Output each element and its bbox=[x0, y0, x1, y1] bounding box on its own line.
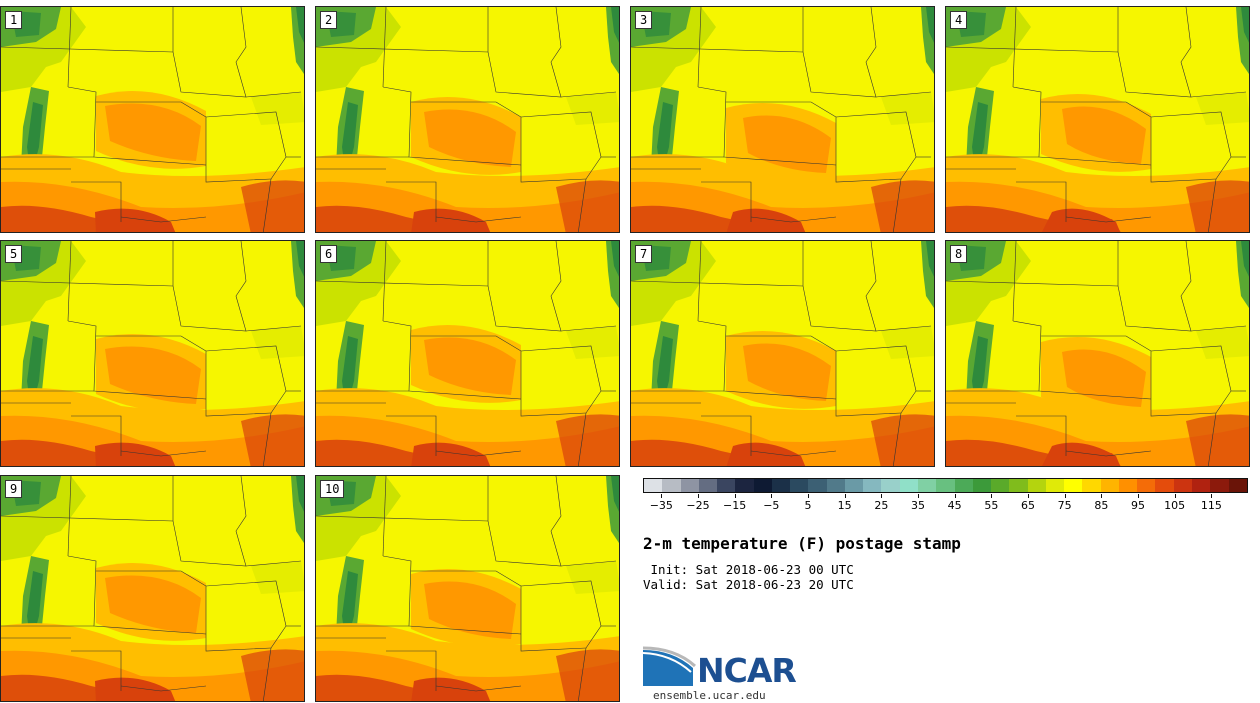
colorbar-tick-label: 75 bbox=[1057, 499, 1072, 512]
member-number-label: 2 bbox=[320, 11, 338, 29]
colorbar-tick bbox=[1028, 494, 1029, 498]
colorbar-tick-label: −35 bbox=[649, 499, 673, 512]
colorbar-tick bbox=[991, 494, 993, 498]
ensemble-member-map: 1 bbox=[0, 6, 305, 233]
colorbar-swatch bbox=[680, 479, 699, 492]
colorbar-swatch bbox=[917, 479, 937, 492]
colorbar-tick bbox=[661, 494, 663, 498]
colorbar-tick-label: 65 bbox=[1021, 499, 1035, 512]
colorbar-swatch bbox=[1228, 479, 1247, 492]
member-number-label: 1 bbox=[5, 11, 23, 29]
colorbar-swatch bbox=[735, 479, 754, 492]
colorbar-swatch bbox=[808, 479, 827, 492]
colorbar-swatch bbox=[1155, 479, 1174, 492]
ncar-logo-text: NCAR bbox=[697, 651, 797, 690]
colorbar-swatch bbox=[1118, 479, 1138, 492]
member-number-label: 3 bbox=[635, 11, 653, 29]
website-link[interactable]: ensemble.ucar.edu bbox=[653, 689, 766, 702]
colorbar-tick-label: 55 bbox=[984, 499, 999, 512]
colorbar-tick-label: 5 bbox=[804, 499, 812, 512]
colorbar-tick bbox=[1174, 494, 1176, 498]
colorbar-swatch bbox=[717, 479, 736, 492]
colorbar-tick-label: 35 bbox=[911, 499, 925, 512]
colorbar-tick bbox=[698, 494, 699, 498]
member-number-label: 4 bbox=[950, 11, 968, 29]
colorbar-swatch bbox=[753, 479, 772, 492]
colorbar-tick-label: 95 bbox=[1131, 499, 1145, 512]
colorbar-swatch bbox=[662, 479, 681, 492]
colorbar-swatch bbox=[844, 479, 864, 492]
colorbar-tick bbox=[771, 494, 773, 498]
ncar-logo-icon bbox=[643, 646, 697, 686]
ensemble-member-map: 3 bbox=[630, 6, 935, 233]
member-number-label: 7 bbox=[635, 245, 653, 263]
colorbar-swatch bbox=[1191, 479, 1211, 492]
colorbar-swatch bbox=[899, 479, 918, 492]
colorbar-swatch bbox=[863, 479, 882, 492]
ensemble-member-map: 7 bbox=[630, 240, 935, 467]
member-number-label: 8 bbox=[950, 245, 968, 263]
colorbar-swatch bbox=[698, 479, 718, 492]
colorbar-swatch bbox=[1210, 479, 1229, 492]
colorbar-tick bbox=[881, 494, 883, 498]
colorbar-tick-label: 105 bbox=[1164, 499, 1186, 512]
colorbar-tick bbox=[1101, 494, 1103, 498]
colorbar-swatch bbox=[936, 479, 955, 492]
colorbar-tick bbox=[1138, 494, 1139, 498]
colorbar-ticks: −35 −25 −15 −5 5 15 25 35 45 55 65 75 85 95 105 115 bbox=[643, 494, 1248, 514]
colorbar-tick-label: −25 bbox=[686, 499, 710, 512]
ensemble-member-map: 10 bbox=[315, 475, 620, 702]
colorbar-tick-label: 25 bbox=[874, 499, 889, 512]
ensemble-member-map: 9 bbox=[0, 475, 305, 702]
colorbar-tick-label: 15 bbox=[837, 499, 852, 512]
colorbar-swatch bbox=[644, 479, 663, 492]
member-number-label: 10 bbox=[320, 480, 345, 498]
ensemble-member-map: 2 bbox=[315, 6, 620, 233]
colorbar-tick-label: 45 bbox=[947, 499, 962, 512]
colorbar-swatch bbox=[1082, 479, 1101, 492]
member-number-label: 6 bbox=[320, 245, 338, 263]
colorbar-swatch bbox=[771, 479, 791, 492]
colorbar-swatch bbox=[1173, 479, 1192, 492]
ensemble-member-map: 4 bbox=[945, 6, 1250, 233]
colorbar-swatch bbox=[826, 479, 845, 492]
colorbar-tick bbox=[918, 494, 919, 498]
ensemble-member-map: 8 bbox=[945, 240, 1250, 467]
colorbar-swatch bbox=[881, 479, 900, 492]
temperature-colorbar bbox=[643, 478, 1248, 493]
init-time: Init: Sat 2018-06-23 00 UTC bbox=[643, 562, 854, 577]
colorbar-swatch bbox=[790, 479, 809, 492]
colorbar-tick-label: −15 bbox=[723, 499, 747, 512]
colorbar-swatch bbox=[1045, 479, 1065, 492]
colorbar-swatch bbox=[972, 479, 992, 492]
colorbar-tick bbox=[734, 494, 736, 498]
colorbar-swatch bbox=[954, 479, 973, 492]
colorbar-tick bbox=[844, 494, 846, 498]
figure-title: 2-m temperature (F) postage stamp bbox=[643, 534, 961, 553]
ensemble-member-map: 5 bbox=[0, 240, 305, 467]
colorbar-tick bbox=[1064, 494, 1066, 498]
colorbar-swatch bbox=[1064, 479, 1083, 492]
colorbar-swatch bbox=[1009, 479, 1028, 492]
colorbar-tick bbox=[1211, 494, 1213, 498]
colorbar-tick bbox=[808, 494, 809, 498]
valid-time: Valid: Sat 2018-06-23 20 UTC bbox=[643, 577, 854, 592]
colorbar-swatch bbox=[1137, 479, 1156, 492]
member-number-label: 9 bbox=[5, 480, 23, 498]
colorbar-swatch bbox=[1100, 479, 1119, 492]
member-number-label: 5 bbox=[5, 245, 23, 263]
colorbar-tick-label: 115 bbox=[1200, 499, 1222, 512]
colorbar-tick bbox=[954, 494, 956, 498]
colorbar-tick-label: −5 bbox=[763, 499, 780, 512]
colorbar-tick-label: 85 bbox=[1094, 499, 1109, 512]
ensemble-member-map: 6 bbox=[315, 240, 620, 467]
colorbar-swatch bbox=[1027, 479, 1046, 492]
colorbar-swatch bbox=[991, 479, 1010, 492]
